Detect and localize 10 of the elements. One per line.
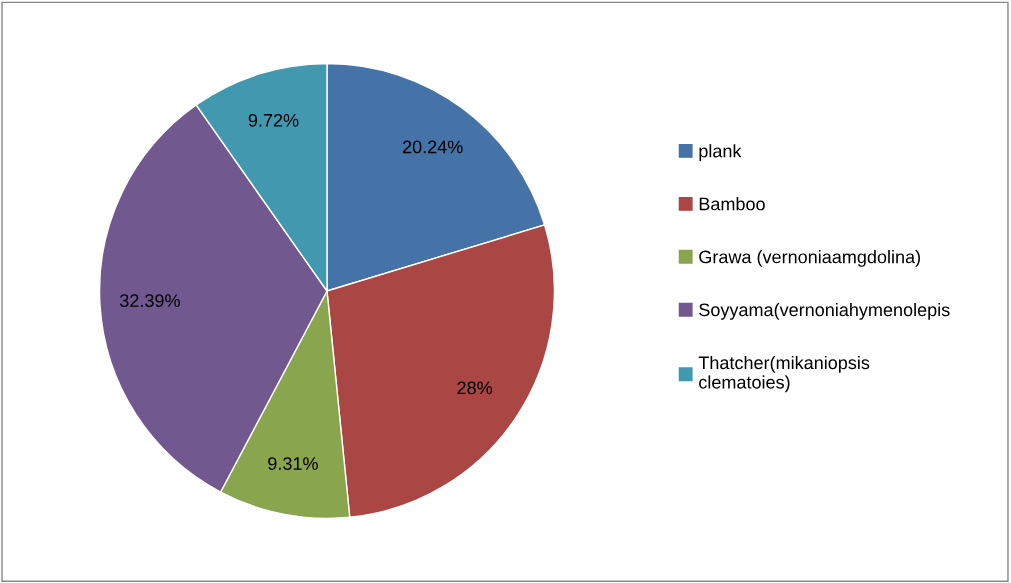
- data-label: 32.39%: [120, 294, 180, 308]
- data-label: 28%: [457, 381, 493, 395]
- data-label: 9.72%: [248, 113, 299, 127]
- legend-label: Soyyama(vernoniahymenolepis: [699, 302, 950, 320]
- data-label: 9.31%: [268, 457, 318, 470]
- legend-label: plank: [699, 144, 742, 161]
- legend-label: Thatcher(mikaniopsis clematoies): [698, 355, 870, 393]
- legend-label: Grawa (vernoniaamgdolina): [699, 250, 920, 267]
- data-label: 20.24%: [402, 140, 463, 154]
- legend-label: Bamboo: [699, 197, 765, 211]
